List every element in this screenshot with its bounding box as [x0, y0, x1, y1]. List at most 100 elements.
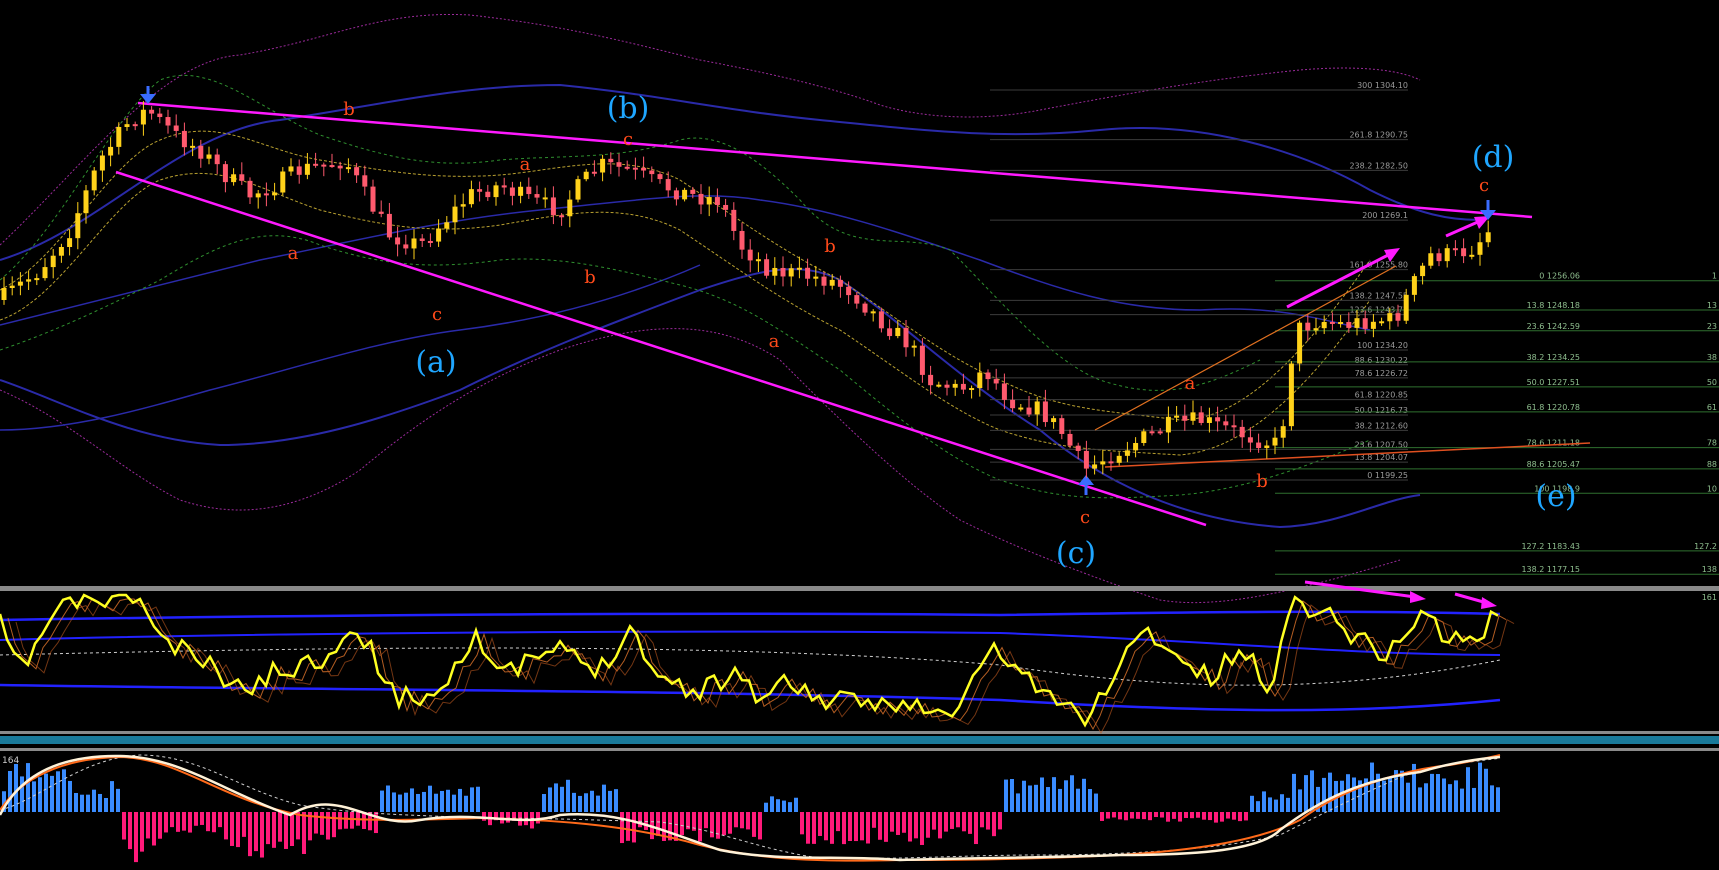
candle-body [1354, 318, 1360, 328]
macd-histogram-bar [950, 812, 954, 829]
candle-body [1174, 415, 1180, 418]
upper-trendline [137, 101, 1533, 219]
macd-panel-label: 164 [2, 756, 19, 766]
candle-body [1067, 433, 1073, 446]
candle-body [878, 311, 884, 329]
candle-body [272, 192, 278, 196]
fib-left-label: 0 1199.25 [1367, 471, 1408, 480]
macd-histogram-bar [1406, 782, 1410, 812]
macd-histogram-bar [1454, 780, 1458, 812]
macd-histogram-bar [428, 785, 432, 812]
macd-histogram-bar [1352, 777, 1356, 812]
macd-histogram-bar [1154, 812, 1158, 818]
macd-histogram-bar [242, 812, 246, 837]
candle-body [1133, 443, 1139, 451]
panel-separator-1 [0, 586, 1719, 591]
candle-body [124, 124, 130, 127]
macd-histogram-bar [908, 812, 912, 842]
candle-body [616, 162, 622, 167]
candle-body [1403, 294, 1409, 321]
macd-histogram-bar [212, 812, 216, 833]
osc-slow-line [7, 598, 1507, 731]
macd-histogram-bar [776, 799, 780, 812]
wave-label-major: (c) [1056, 536, 1096, 571]
macd-histogram-bar [806, 812, 810, 844]
macd-histogram-bar [2, 791, 6, 812]
candle-body [805, 267, 811, 279]
fib-left-label: 261.8 1290.75 [1349, 131, 1408, 140]
candle-body [518, 186, 524, 196]
macd-histogram-bar [1178, 812, 1182, 822]
macd-histogram-bar [794, 797, 798, 812]
macd-histogram-bar [1484, 768, 1488, 812]
candle-body [1083, 450, 1089, 469]
macd-histogram-bar [158, 812, 162, 839]
fib-left-label: 78.6 1226.72 [1355, 369, 1408, 378]
macd-histogram-bar [836, 812, 840, 832]
fib-left-label: 50.0 1216.73 [1355, 406, 1408, 415]
macd-histogram-bar [206, 812, 210, 832]
wave-labels: (a) (b) (c) (d) (e) b a c a b c b a c a b c [288, 91, 1577, 571]
macd-histogram-bar [1082, 778, 1086, 812]
candle-body [1379, 321, 1385, 324]
macd-histogram-bar [1100, 812, 1104, 821]
candle-body [731, 209, 737, 231]
macd-histogram-bar [932, 812, 936, 830]
macd-histogram-bar [1256, 801, 1260, 812]
macd-histogram-bar [902, 812, 906, 833]
macd-histogram-bar [332, 812, 336, 838]
wave-label-minor: b [824, 236, 836, 257]
candle-body [862, 303, 868, 313]
candle-body [903, 327, 909, 348]
macd-histogram-bar [1268, 797, 1272, 812]
macd-histogram-bar [1160, 812, 1164, 818]
candle-body [1051, 418, 1057, 423]
candle-body [263, 193, 269, 196]
wave-label-major: (a) [415, 345, 456, 380]
macd-histogram-bar [1214, 812, 1218, 823]
candle-body [1223, 421, 1229, 426]
macd-histogram-bar [1004, 779, 1008, 812]
macd-histogram-bar [1412, 763, 1416, 812]
macd-histogram-bar [86, 794, 90, 812]
candle-body [1215, 417, 1221, 422]
macd-histogram-bar [1316, 786, 1320, 812]
candle-body [1190, 412, 1196, 421]
candle-body [1018, 407, 1024, 410]
candle-body [1411, 276, 1417, 295]
trendlines [115, 86, 1591, 527]
macd-histogram-bar [1022, 780, 1026, 812]
candle-body [542, 197, 548, 200]
fib-left-label: 200 1269.1 [1362, 211, 1408, 220]
macd-histogram-bar [944, 812, 948, 832]
fib-edge-label: 138 [1702, 565, 1717, 574]
candle-body [1092, 464, 1098, 469]
wave-label-major: (d) [1472, 140, 1515, 175]
macd-histogram-bar [350, 812, 354, 829]
macd-histogram-bar [1142, 812, 1146, 820]
macd-histogram-bar [374, 812, 378, 834]
candle-body [493, 185, 499, 198]
candle-body [395, 237, 401, 245]
macd-histogram-bar [1172, 812, 1176, 819]
macd-histogram-bar [1328, 772, 1332, 812]
candle-body [780, 267, 786, 277]
candle-body [140, 109, 146, 125]
candle-body [222, 164, 228, 183]
macd-histogram-bar [596, 795, 600, 812]
candle-body [296, 166, 302, 175]
macd-histogram-bar [1244, 812, 1248, 821]
candle-body [280, 171, 286, 193]
candle-body [723, 204, 729, 210]
macd-histogram-bar [1088, 789, 1092, 812]
macd-histogram-bar [872, 812, 876, 828]
candle-body [501, 185, 507, 188]
candle-body [1288, 363, 1294, 427]
macd-histogram-bar [746, 812, 750, 830]
candle-body [1272, 437, 1278, 446]
macd-histogram-bar [1442, 778, 1446, 812]
macd-histogram-bar [1124, 812, 1128, 821]
macd-histogram-bar [50, 775, 54, 812]
candle-body [600, 158, 606, 173]
arrow-2-head [1474, 216, 1490, 229]
